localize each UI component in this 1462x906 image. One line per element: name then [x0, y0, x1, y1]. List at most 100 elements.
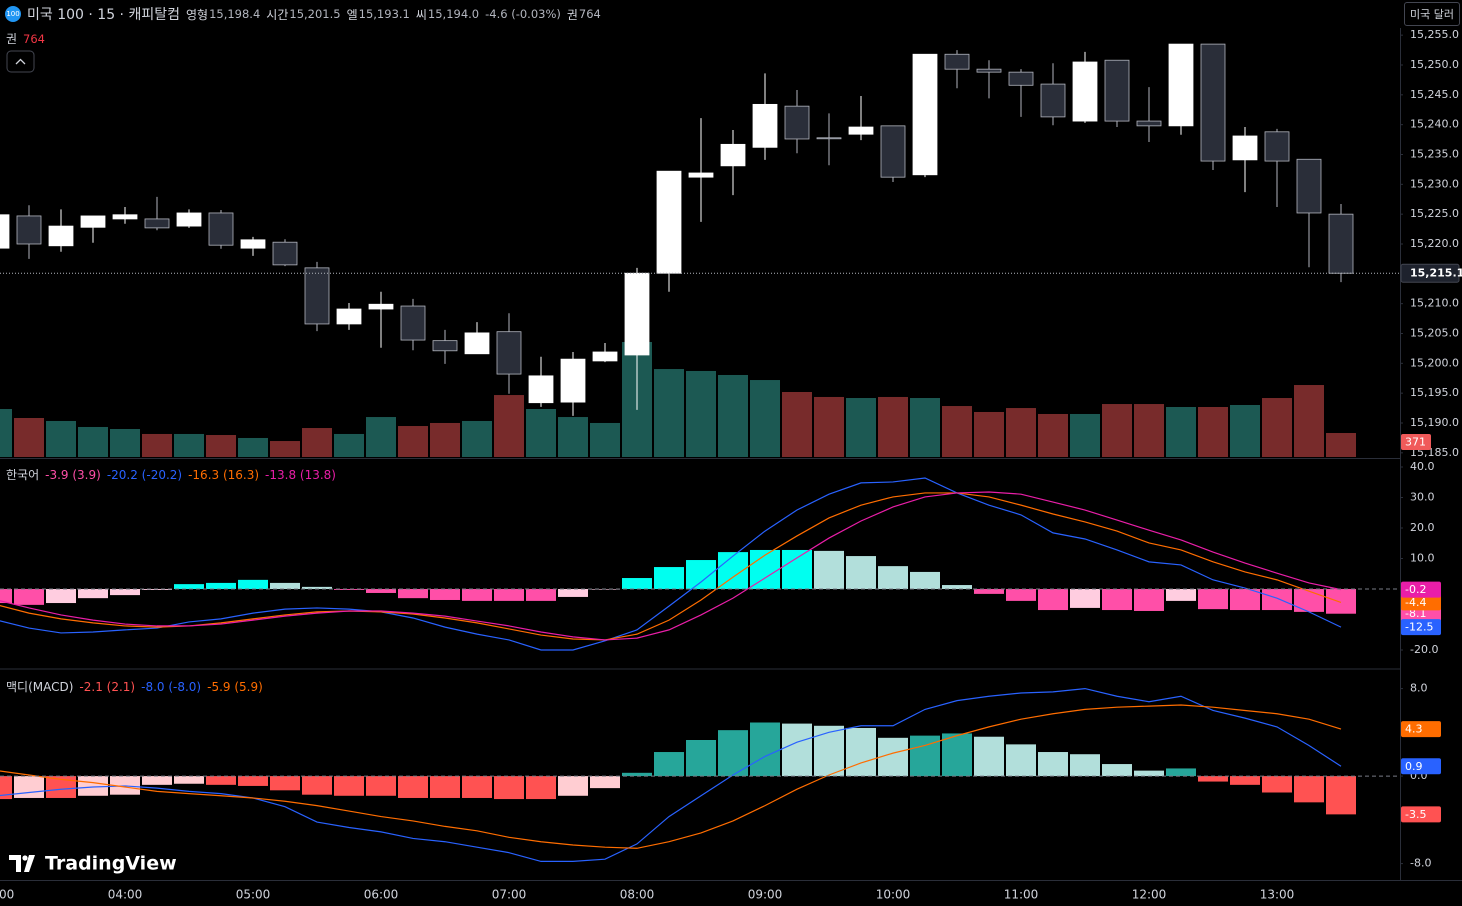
indicator-line: [0, 492, 1342, 641]
value-badge-label: 0.9: [1405, 760, 1423, 773]
y-tick-label: 15,200.0: [1410, 356, 1459, 369]
volume-bar: [686, 370, 716, 457]
volume-bar: [846, 398, 876, 457]
histogram-bar: [910, 571, 940, 590]
ohlc-value: 15,193.1: [358, 7, 410, 21]
x-tick-label: 12:00: [1132, 888, 1167, 902]
histogram-bar: [1198, 589, 1228, 610]
currency-button[interactable]: 미국 달러: [1404, 2, 1460, 26]
candle-body: [1136, 120, 1162, 127]
histogram-bar: [1262, 589, 1292, 611]
histogram-bar: [14, 589, 44, 605]
volume-bar: [430, 422, 460, 457]
y-tick-label: 15,245.0: [1410, 88, 1459, 101]
y-tick-label: -20.0: [1410, 643, 1438, 656]
ohlc-value: 15,194.0: [427, 7, 480, 21]
y-tick-label: 20.0: [1410, 521, 1435, 534]
histogram-bar: [1230, 776, 1260, 785]
candle-body: [1104, 59, 1130, 122]
candle-body: [336, 308, 362, 325]
volume-bar: [750, 380, 780, 457]
histogram-bar: [942, 733, 972, 777]
histogram-bar: [1006, 744, 1036, 777]
histogram-bar: [654, 567, 684, 590]
collapse-button[interactable]: [6, 50, 35, 73]
volume-bar: [526, 409, 556, 457]
volume-bar: [974, 411, 1004, 457]
histogram-bar: [1166, 768, 1196, 777]
candle-body: [720, 143, 746, 167]
volume-bar: [814, 396, 844, 457]
histogram-bar: [1134, 589, 1164, 611]
candle-body: [1232, 135, 1258, 161]
volume-bar: [494, 395, 524, 457]
x-tick-label: 05:00: [236, 888, 271, 902]
candle-body: [528, 375, 554, 404]
histogram-bar: [1038, 752, 1068, 777]
volume-bar: [366, 417, 396, 457]
volume-bar: [46, 420, 76, 457]
value-badge-label: -12.5: [1405, 621, 1433, 634]
histogram-bar: [238, 579, 268, 590]
value-badge-label: 371: [1405, 436, 1426, 449]
histogram-bar: [398, 589, 428, 599]
histogram-bar: [462, 776, 492, 798]
candle-body: [432, 340, 458, 352]
candle-body: [944, 53, 970, 70]
histogram-bar: [302, 776, 332, 795]
histogram-bar: [622, 772, 652, 777]
ohlc-label: 영형: [185, 7, 209, 22]
y-tick-label: 30.0: [1410, 491, 1435, 504]
histogram-bar: [1294, 776, 1324, 803]
candle-body: [784, 105, 810, 140]
volume-bar: [142, 433, 172, 457]
candle-body: [1168, 43, 1194, 127]
volume-bar: [398, 426, 428, 457]
candle-body: [752, 103, 778, 148]
legend-value: -16.3 (16.3): [188, 467, 260, 482]
candle-body: [560, 358, 586, 403]
y-tick-label: 40.0: [1410, 460, 1435, 473]
histogram-bar: [1070, 589, 1100, 608]
histogram-bar: [206, 776, 236, 785]
candle-body: [144, 218, 170, 229]
volume-bar: [270, 441, 300, 457]
histogram-bar: [366, 589, 396, 593]
histogram-bar: [1038, 589, 1068, 611]
histogram-bar: [494, 776, 524, 800]
histogram-bar: [0, 776, 12, 800]
histogram-bar: [558, 776, 588, 796]
histogram-bar: [718, 730, 748, 777]
histogram-bar: [1294, 589, 1324, 612]
histogram-bar: [878, 737, 908, 777]
volume-bar: [654, 369, 684, 457]
logo: TradingView: [9, 853, 177, 875]
histogram-bar: [14, 776, 44, 798]
histogram-bar: [1326, 776, 1356, 815]
x-tick-label: 03:00: [0, 888, 14, 902]
oscillator-legend: 한국어 -3.9 (3.9) -20.2 (-20.2) -16.3 (16.3…: [6, 466, 336, 483]
histogram-bar: [590, 776, 620, 789]
histogram-bar: [366, 776, 396, 796]
histogram-bar: [270, 776, 300, 791]
histogram-bar: [1198, 776, 1228, 782]
y-tick-label: 15,230.0: [1410, 177, 1459, 190]
candle-body: [592, 351, 618, 362]
volume-bar: [878, 396, 908, 457]
histogram-bar: [558, 589, 588, 597]
volume-bar: [782, 391, 812, 457]
symbol: 미국 100 · 15 · 캐피탈컴: [27, 7, 180, 23]
volume-bar: [590, 422, 620, 457]
histogram-bar: [334, 776, 364, 796]
candle-body: [1008, 71, 1034, 86]
histogram-bar: [622, 578, 652, 590]
histogram-bar: [878, 566, 908, 590]
y-tick-label: 15,190.0: [1410, 416, 1459, 429]
histogram-bar: [942, 585, 972, 590]
last-price-label: 15,215.1: [1410, 267, 1462, 280]
legend-value: -5.9 (5.9): [207, 679, 263, 694]
volume-value: 764: [578, 7, 601, 21]
indicator-line: [0, 491, 1342, 641]
volume-bar: [1134, 404, 1164, 457]
